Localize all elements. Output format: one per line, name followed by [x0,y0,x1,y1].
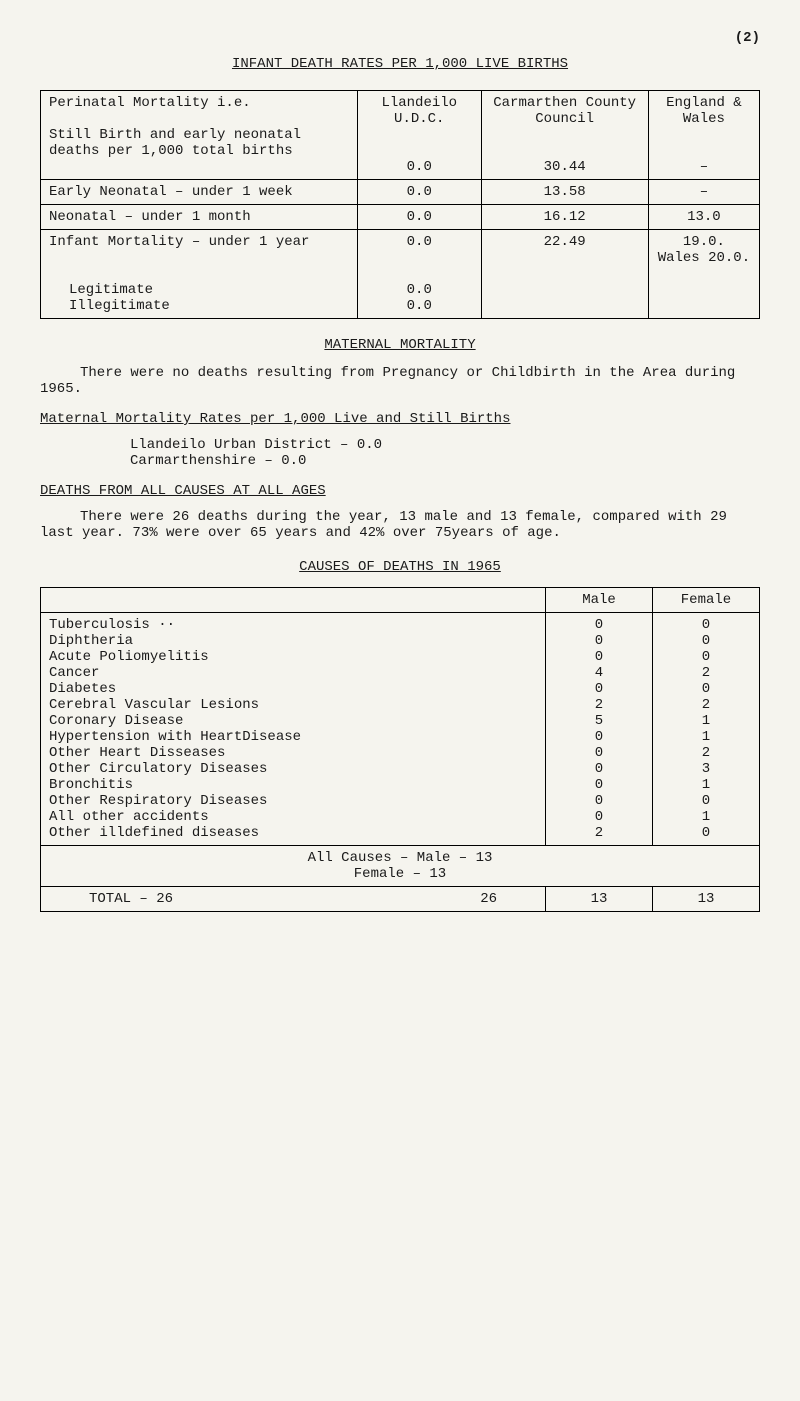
total-male: 13 [546,887,653,912]
row-still-birth-label: Still Birth and early neonatal deaths pe… [49,127,349,159]
cell-r4-c4b: Wales 20.0. [657,250,751,266]
cell-r3-c3: 16.12 [481,205,648,230]
hdr-male: Male [546,588,653,613]
title-maternal-rates: Maternal Mortality Rates per 1,000 Live … [40,411,760,427]
page-number: (2) [40,30,760,46]
title-causes-of-deaths: CAUSES OF DEATHS IN 1965 [40,559,760,575]
causes-female-col: 00020211231010 [653,613,760,846]
cell-r2-c2: 0.0 [358,180,482,205]
row-neonatal: Neonatal – under 1 month [41,205,358,230]
table-infant-death-rates: Perinatal Mortality i.e. Still Birth and… [40,90,760,319]
cell-r1-c2: 0.0 [366,159,473,175]
hdr-carmarthen: Carmarthen County Council [490,95,640,127]
hdr-england-wales: England & Wales [657,95,751,127]
cell-r4-c3: 22.49 [490,234,640,250]
table-causes-of-deaths: Male Female Tuberculosis ··DiphtheriaAcu… [40,587,760,912]
row-infant-mortality: Infant Mortality – under 1 year [49,234,349,250]
maternal-line-1: Llandeilo Urban District – 0.0 [130,437,760,453]
hdr-llandeilo: Llandeilo U.D.C. [366,95,473,127]
row-illegitimate: Illegitimate [69,298,349,314]
cell-r3-c4: 13.0 [648,205,759,230]
causes-male-col: 00040250000002 [546,613,653,846]
total-center: 26 [480,891,497,907]
cell-r4-c2: 0.0 [366,234,473,250]
row-early-neonatal: Early Neonatal – under 1 week [41,180,358,205]
cell-r1-c3: 30.44 [490,159,640,175]
title-maternal-mortality: MATERNAL MORTALITY [40,337,760,353]
cell-r4-c4: 19.0. [657,234,751,250]
cell-r2-c4: – [648,180,759,205]
maternal-line-2: Carmarthenshire – 0.0 [130,453,760,469]
cell-r3-c2: 0.0 [358,205,482,230]
hdr-perinatal: Perinatal Mortality i.e. [49,95,349,111]
title-infant-death-rates: INFANT DEATH RATES PER 1,000 LIVE BIRTHS [40,56,760,72]
all-causes-line2: Female – 13 [49,866,751,882]
title-deaths-all-causes: DEATHS FROM ALL CAUSES AT ALL AGES [40,483,760,499]
all-causes-line1: All Causes – Male – 13 [49,850,751,866]
cell-r1-c4: – [657,159,751,175]
cell-r6-c2: 0.0 [366,298,473,314]
para-deaths: There were 26 deaths during the year, 13… [40,509,760,541]
total-female: 13 [653,887,760,912]
total-label: TOTAL – 26 [89,891,173,907]
para-maternal: There were no deaths resulting from Preg… [40,365,760,397]
causes-labels: Tuberculosis ··DiphtheriaAcute Poliomyel… [41,613,546,846]
cell-r5-c2: 0.0 [366,282,473,298]
hdr-female: Female [653,588,760,613]
row-legitimate: Legitimate [69,282,349,298]
cell-r2-c3: 13.58 [481,180,648,205]
